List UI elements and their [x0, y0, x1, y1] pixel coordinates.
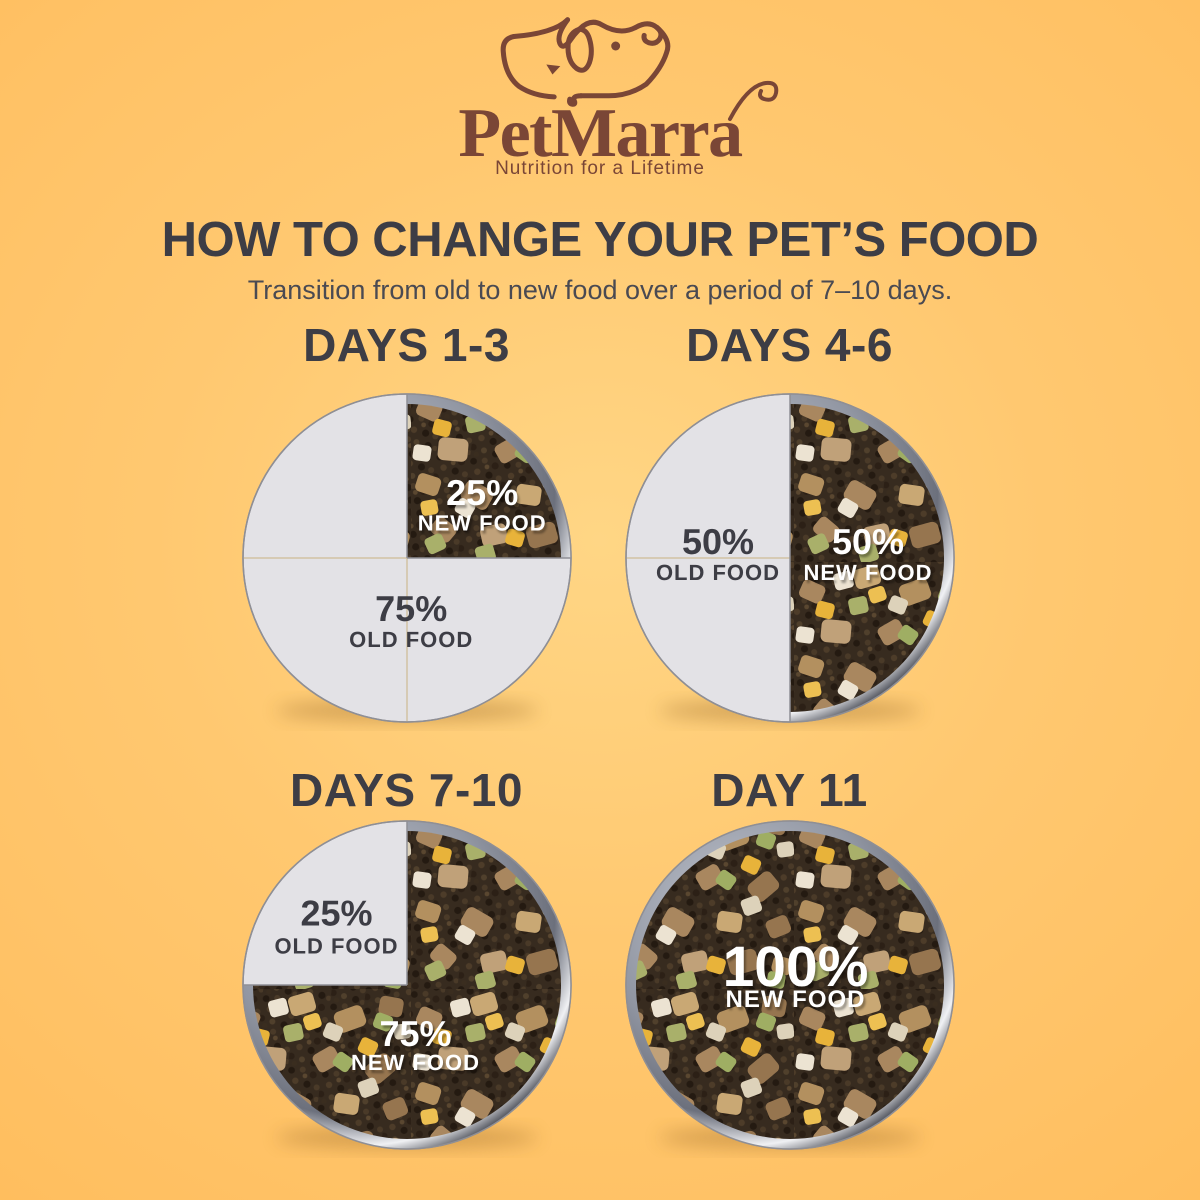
- svg-text:NEW FOOD: NEW FOOD: [417, 511, 546, 536]
- svg-text:50%: 50%: [831, 521, 903, 562]
- svg-text:NEW FOOD: NEW FOOD: [351, 1050, 480, 1075]
- svg-text:OLD FOOD: OLD FOOD: [274, 933, 398, 958]
- svg-text:25%: 25%: [300, 893, 372, 934]
- svg-text:OLD FOOD: OLD FOOD: [349, 627, 473, 652]
- svg-text:OLD FOOD: OLD FOOD: [655, 560, 779, 585]
- svg-text:NEW FOOD: NEW FOOD: [803, 560, 932, 585]
- svg-text:50%: 50%: [681, 521, 753, 562]
- svg-text:25%: 25%: [446, 472, 518, 513]
- svg-text:75%: 75%: [375, 588, 447, 629]
- svg-text:NEW FOOD: NEW FOOD: [725, 986, 865, 1013]
- svg-text:75%: 75%: [379, 1013, 451, 1054]
